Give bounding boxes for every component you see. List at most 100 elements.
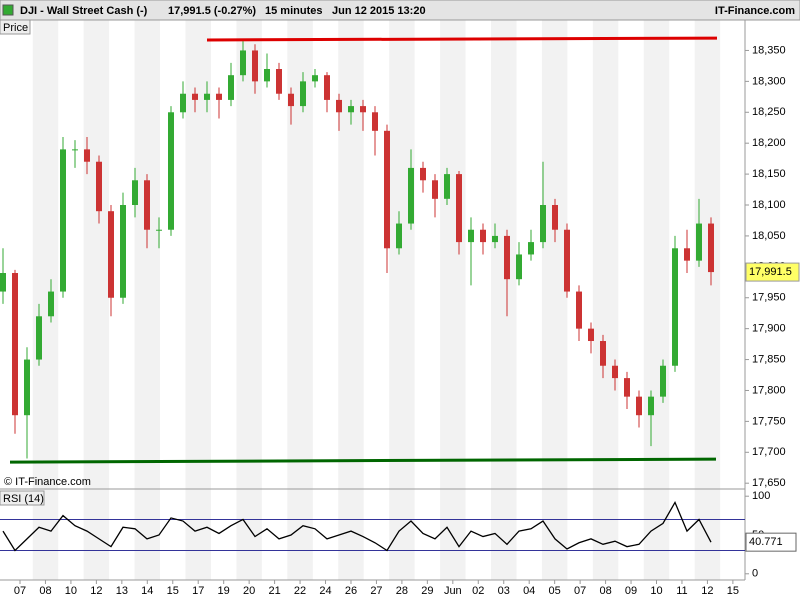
rsi-last-box	[745, 532, 797, 552]
x-tick-label: 28	[396, 585, 408, 597]
candle-body	[324, 75, 330, 100]
rsi-label: RSI (14)	[3, 493, 44, 505]
candle-body	[576, 291, 582, 329]
x-tick-label: 29	[421, 585, 433, 597]
candle-body	[36, 316, 42, 360]
candle-body	[144, 180, 150, 230]
x-tick-label: 04	[523, 585, 535, 597]
trendline	[9, 457, 717, 464]
candle-body	[408, 167, 414, 224]
candle-body	[312, 75, 318, 82]
x-tick-label: 12	[701, 585, 713, 597]
last-price-box	[745, 262, 800, 282]
x-tick-label: 13	[116, 585, 128, 597]
timestamp: Jun 12 2015 13:20	[332, 5, 426, 17]
candle-body	[396, 223, 402, 249]
y-tick-label: 17,750	[752, 415, 786, 427]
rsi-line	[2, 500, 712, 552]
candle-body	[204, 93, 210, 100]
candle-body	[672, 248, 678, 366]
rsi-last-label: 40.771	[749, 536, 783, 548]
y-tick-label: 18,050	[752, 230, 786, 242]
y-tick-label: 17,800	[752, 384, 786, 396]
day-band	[541, 20, 568, 580]
candle-body	[12, 273, 18, 416]
candle-body	[180, 93, 186, 113]
candle-body	[192, 93, 198, 100]
x-tick-label: 24	[319, 585, 331, 597]
candle-body	[528, 242, 534, 255]
candle-body	[60, 149, 66, 292]
y-tick-label: 17,900	[752, 323, 786, 335]
source: IT-Finance.com	[715, 5, 795, 17]
candle-body	[108, 211, 114, 298]
candle-body	[264, 69, 270, 82]
y-tick-label: 17,650	[752, 477, 786, 489]
x-tick-label: 19	[218, 585, 230, 597]
x-tick-label: 09	[625, 585, 637, 597]
x-tick-label: 27	[370, 585, 382, 597]
quote: 17,991.5 (-0.27%)	[168, 5, 256, 17]
x-tick-label: 08	[599, 585, 611, 597]
candle-body	[384, 130, 390, 249]
y-tick-label: 18,100	[752, 199, 786, 211]
y-tick-label: 18,300	[752, 75, 786, 87]
x-tick-label: 20	[243, 585, 255, 597]
candle-body	[348, 106, 354, 113]
candle-body	[72, 149, 78, 151]
candle-body	[444, 174, 450, 199]
candle-body	[708, 223, 714, 273]
y-tick-label: 18,350	[752, 44, 786, 56]
x-tick-label: 03	[498, 585, 510, 597]
day-band	[440, 20, 466, 580]
candle-body	[432, 180, 438, 199]
x-tick-label: Jun	[444, 585, 462, 597]
last-price-label: 17,991.5	[749, 266, 792, 278]
header-bar	[0, 0, 800, 21]
candle-body	[96, 161, 102, 212]
candle-body	[168, 112, 174, 230]
candle-body	[84, 149, 90, 162]
day-band	[694, 20, 721, 580]
rsi-label-box	[0, 490, 45, 506]
day-band	[643, 20, 670, 580]
candle-body	[120, 205, 126, 298]
y-tick-label: 18,200	[752, 137, 786, 149]
x-tick-label: 21	[268, 585, 280, 597]
candle-body	[372, 112, 378, 131]
x-tick-label: 15	[167, 585, 179, 597]
candle-body	[600, 341, 606, 366]
candle-body	[648, 396, 654, 416]
x-tick-label: 05	[549, 585, 561, 597]
y-tick-label: 17,950	[752, 292, 786, 304]
candle-body	[456, 174, 462, 243]
day-band	[287, 20, 313, 580]
day-bands	[32, 20, 721, 580]
candle-body	[636, 396, 642, 416]
day-band	[185, 20, 211, 580]
candle-body	[156, 229, 162, 231]
x-tick-label: 12	[90, 585, 102, 597]
y-tick-label: 0	[752, 568, 758, 580]
candle-body	[276, 69, 282, 94]
candle-body	[564, 229, 570, 292]
candle-body	[492, 235, 498, 243]
candle-body	[660, 365, 666, 397]
x-tick-label: 26	[345, 585, 357, 597]
candle-body	[696, 223, 702, 261]
candle-body	[612, 365, 618, 379]
x-tick-label: 17	[192, 585, 204, 597]
x-tick-label: 08	[39, 585, 51, 597]
candle-body	[684, 248, 690, 261]
candle-body	[216, 93, 222, 100]
y-tick-label: 17,700	[752, 446, 786, 458]
y-tick-label: 17,850	[752, 353, 786, 365]
x-tick-label: 10	[650, 585, 662, 597]
watermark: © IT-Finance.com	[4, 476, 91, 488]
day-band	[134, 20, 161, 580]
header-icon	[2, 4, 14, 16]
candle-body	[48, 291, 54, 317]
candle-body	[552, 205, 558, 230]
candle-body	[336, 99, 342, 113]
